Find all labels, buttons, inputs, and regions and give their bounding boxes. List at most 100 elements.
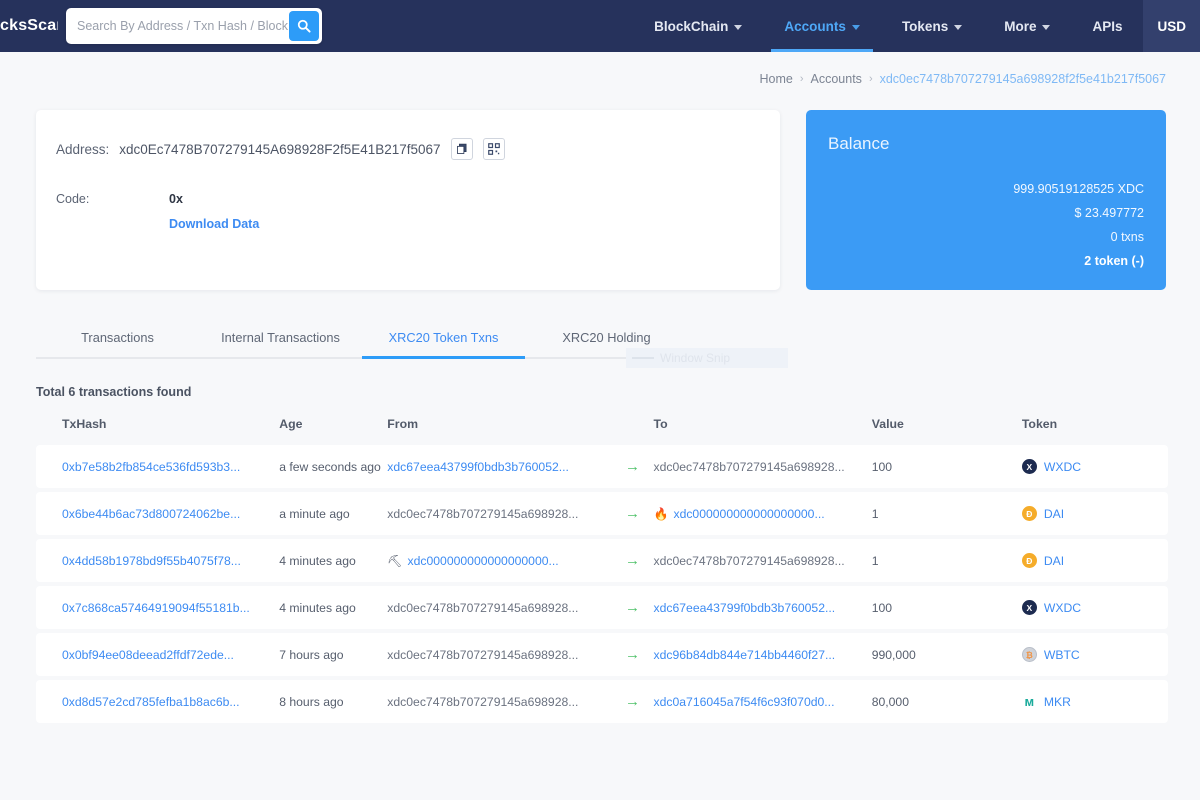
cell-age: 4 minutes ago: [279, 539, 388, 582]
token-name[interactable]: DAI: [1043, 506, 1065, 521]
copy-address-button[interactable]: [450, 138, 473, 160]
account-tabs: Transactions Internal Transactions XRC20…: [36, 320, 788, 368]
nav-item-accounts[interactable]: Accounts: [763, 0, 881, 52]
search-button[interactable]: [289, 11, 319, 41]
breadcrumb-accounts[interactable]: Accounts: [810, 72, 862, 86]
tab-internal-transactions[interactable]: Internal Transactions: [221, 330, 340, 345]
cell-to: xdc0ec7478b707279145a698928...: [653, 539, 872, 582]
table-row: 0x4dd58b1978bd9f55b4075f78... 4 minutes a…: [36, 539, 1168, 582]
arrow-right-icon: →: [625, 646, 640, 663]
token-transactions-table: TxHash Age From To Value Token 0xb7e58b2…: [36, 409, 1168, 727]
nav-item-blockchain[interactable]: BlockChain: [633, 0, 763, 52]
cell-token: Đ DAI: [1021, 492, 1168, 535]
search-icon: [297, 19, 311, 33]
balance-fiat-value: $ 23.497772: [1074, 206, 1144, 220]
txhash-link[interactable]: 0x6be44b6ac73d800724062be...: [62, 506, 241, 521]
breadcrumb: Home › Accounts › xdc0ec7478b707279145a6…: [0, 52, 1200, 86]
cell-age: a minute ago: [279, 492, 388, 535]
token-name[interactable]: WXDC: [1043, 459, 1082, 474]
cell-value: 990,000: [871, 633, 1022, 676]
cell-token: ₿ WBTC: [1021, 633, 1168, 676]
to-address: xdc0ec7478b707279145a698928...: [653, 459, 845, 474]
value-text: 1: [871, 553, 879, 568]
token-name[interactable]: WXDC: [1043, 600, 1082, 615]
breadcrumb-separator-icon: ›: [868, 73, 873, 85]
address-value: xdc0Ec7478B707279145A698928F2f5E41B217f5…: [119, 141, 441, 157]
download-data-link[interactable]: Download Data: [169, 217, 260, 231]
from-address[interactable]: xdc67eea43799f0bdb3b760052...: [387, 459, 569, 474]
from-address: xdc0ec7478b707279145a698928...: [387, 647, 579, 662]
to-address[interactable]: xdc96b84db844e714bb4460f27...: [653, 647, 836, 662]
site-logo[interactable]: cksScan: [0, 17, 58, 34]
chevron-down-icon: [734, 24, 743, 30]
table-header: TxHash Age From To Value Token: [36, 413, 1168, 441]
copy-icon: [456, 143, 467, 154]
total-transactions-label: Total 6 transactions found: [36, 385, 192, 399]
code-value: 0x: [169, 192, 183, 206]
cell-from: xdc0ec7478b707279145a698928...: [387, 633, 612, 676]
txhash-link[interactable]: 0xd8d57e2cd785fefba1b8ac6b...: [62, 694, 240, 709]
main-content: Address: xdc0Ec7478B707279145A698928F2f5…: [0, 86, 1200, 727]
to-address[interactable]: xdc0a716045a7f54f6c93f070d0...: [653, 694, 835, 709]
table-header-row: TxHash Age From To Value Token: [36, 413, 1168, 441]
qr-code-button[interactable]: [482, 138, 505, 160]
breadcrumb-home[interactable]: Home: [759, 72, 793, 86]
column-header-txhash: TxHash: [62, 417, 107, 431]
cell-from: xdc67eea43799f0bdb3b760052...: [387, 445, 612, 488]
txhash-link[interactable]: 0xb7e58b2fb854ce536fd593b3...: [62, 459, 241, 474]
cell-txhash: 0x7c868ca57464919094f55181b...: [36, 586, 280, 629]
tab-xrc20-holding[interactable]: XRC20 Holding: [562, 330, 651, 345]
token-wxdc-icon: X: [1021, 600, 1037, 615]
value-text: 80,000: [871, 694, 909, 709]
to-address[interactable]: xdc000000000000000000...: [673, 506, 825, 521]
age-text: 7 hours ago: [279, 647, 344, 662]
cell-value: 80,000: [871, 680, 1022, 723]
age-text: a few seconds ago: [279, 459, 381, 474]
token-name[interactable]: MKR: [1043, 694, 1071, 709]
tab-transactions[interactable]: Transactions: [81, 330, 154, 345]
breadcrumb-current-address[interactable]: xdc0ec7478b707279145a698928f2f5e41b217f5…: [879, 72, 1166, 86]
cell-to: 🔥 xdc000000000000000000...: [653, 492, 872, 535]
token-wxdc-icon: X: [1021, 459, 1037, 474]
cell-to: xdc67eea43799f0bdb3b760052...: [653, 586, 872, 629]
nav-item-apis[interactable]: APIs: [1071, 0, 1143, 52]
txhash-link[interactable]: 0x7c868ca57464919094f55181b...: [62, 600, 250, 615]
main-nav: BlockChain Accounts Tokens More APIs: [633, 0, 1143, 52]
cell-value: 100: [871, 586, 1022, 629]
from-address[interactable]: xdc000000000000000000...: [407, 553, 559, 568]
cell-direction: →: [611, 680, 654, 723]
token-name[interactable]: DAI: [1043, 553, 1065, 568]
table-row: 0x7c868ca57464919094f55181b... 4 minutes …: [36, 586, 1168, 629]
currency-selector[interactable]: USD: [1143, 0, 1200, 52]
search-input[interactable]: [69, 19, 289, 33]
table-row: 0xd8d57e2cd785fefba1b8ac6b... 8 hours ago…: [36, 680, 1168, 723]
balance-token-count[interactable]: 2 token (-): [1084, 254, 1144, 268]
cell-direction: →: [611, 586, 654, 629]
address-label: Address:: [56, 141, 110, 157]
nav-label-blockchain: BlockChain: [654, 18, 729, 34]
balance-values: 999.90519128525 XDC $ 23.497772 0 txns 2…: [828, 182, 1144, 268]
arrow-right-icon: →: [625, 693, 640, 710]
arrow-right-icon: →: [625, 552, 640, 569]
column-header-age: Age: [279, 417, 303, 431]
token-mkr-icon: ᴍ: [1024, 694, 1035, 709]
site-header: cksScan BlockChain Accounts Tokens More: [0, 0, 1200, 52]
arrow-right-icon: →: [625, 505, 640, 522]
token-name[interactable]: WBTC: [1043, 647, 1080, 662]
tab-xrc20-token-txns[interactable]: XRC20 Token Txns: [362, 320, 525, 359]
chevron-down-icon: [954, 24, 963, 30]
cell-token: ᴍ MKR: [1021, 680, 1168, 723]
cell-to: xdc0a716045a7f54f6c93f070d0...: [653, 680, 872, 723]
nav-item-more[interactable]: More: [983, 0, 1071, 52]
code-label: Code:: [56, 192, 90, 206]
value-text: 100: [871, 600, 893, 615]
age-text: 8 hours ago: [279, 694, 344, 709]
to-address[interactable]: xdc67eea43799f0bdb3b760052...: [653, 600, 836, 615]
column-header-value: Value: [871, 417, 904, 431]
search-bar[interactable]: [66, 8, 322, 44]
cell-direction: →: [611, 633, 654, 676]
nav-item-tokens[interactable]: Tokens: [881, 0, 983, 52]
nav-label-apis: APIs: [1092, 18, 1123, 34]
txhash-link[interactable]: 0x0bf94ee08deead2ffdf72ede...: [62, 647, 234, 662]
txhash-link[interactable]: 0x4dd58b1978bd9f55b4075f78...: [62, 553, 241, 568]
